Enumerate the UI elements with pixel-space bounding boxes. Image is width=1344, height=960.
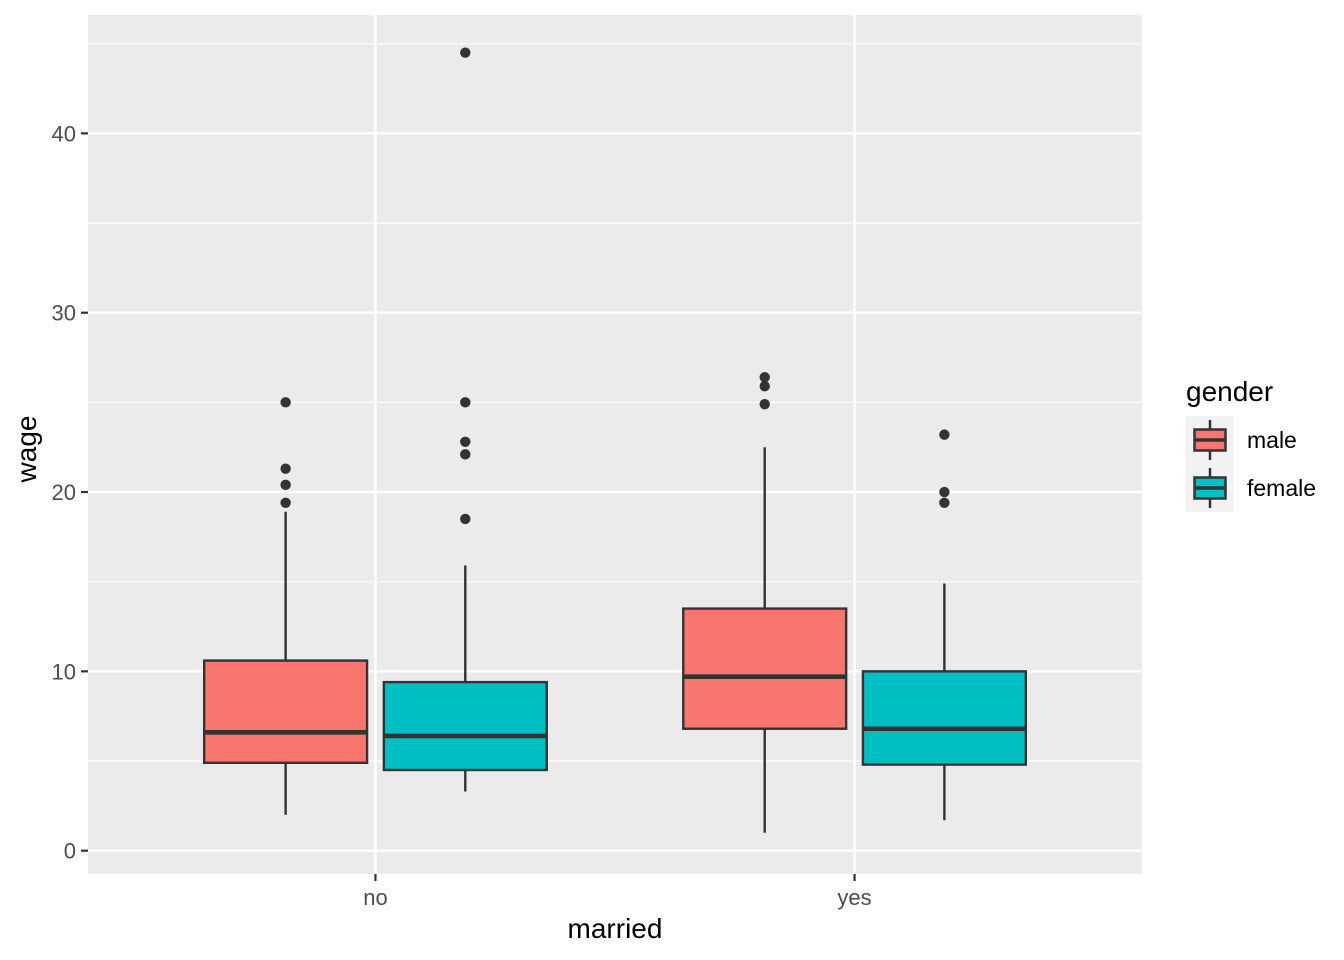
legend-key-male-boxplot-glyph bbox=[1186, 416, 1234, 464]
outlier-point bbox=[280, 479, 291, 491]
outlier-point bbox=[460, 397, 471, 408]
x-tick-label-no: no bbox=[363, 885, 387, 910]
y-tick-label-30: 30 bbox=[52, 301, 76, 326]
boxplot-male-yes bbox=[682, 372, 848, 833]
legend-item-male: male bbox=[1186, 416, 1316, 464]
legend-label-male: male bbox=[1247, 426, 1297, 453]
x-tick-label-yes: yes bbox=[837, 885, 871, 910]
outlier-point bbox=[759, 398, 770, 410]
legend-title: gender bbox=[1186, 376, 1274, 407]
outlier-point bbox=[280, 497, 291, 508]
outlier-point bbox=[460, 449, 471, 460]
outlier-point bbox=[280, 397, 291, 408]
iqr-box bbox=[682, 607, 848, 730]
legend-key-female-boxplot-glyph bbox=[1186, 464, 1234, 512]
y-axis-title: wage bbox=[11, 415, 42, 483]
iqr-box bbox=[861, 670, 1028, 766]
outlier-point bbox=[280, 463, 291, 474]
y-tick-label-0: 0 bbox=[64, 839, 76, 864]
boxplot-female-no bbox=[382, 47, 548, 792]
iqr-box bbox=[382, 680, 548, 772]
y-tick-label-40: 40 bbox=[52, 121, 76, 146]
legend: gender male female bbox=[1186, 378, 1316, 512]
legend-item-female: female bbox=[1186, 464, 1316, 512]
outlier-point bbox=[939, 429, 950, 440]
y-tick-label-20: 20 bbox=[52, 480, 76, 505]
outlier-point bbox=[759, 381, 770, 392]
legend-label-female: female bbox=[1247, 474, 1317, 501]
outlier-point bbox=[460, 436, 471, 448]
outlier-point bbox=[759, 372, 770, 383]
outlier-point bbox=[939, 497, 950, 508]
outlier-point bbox=[460, 47, 471, 58]
y-tick-label-10: 10 bbox=[52, 659, 76, 684]
boxplot-female-yes bbox=[861, 429, 1028, 821]
outlier-point bbox=[460, 513, 471, 525]
outlier-point bbox=[939, 486, 950, 498]
boxplot-male-no bbox=[202, 397, 369, 815]
iqr-box bbox=[202, 659, 369, 765]
x-axis-title: married bbox=[567, 913, 663, 944]
